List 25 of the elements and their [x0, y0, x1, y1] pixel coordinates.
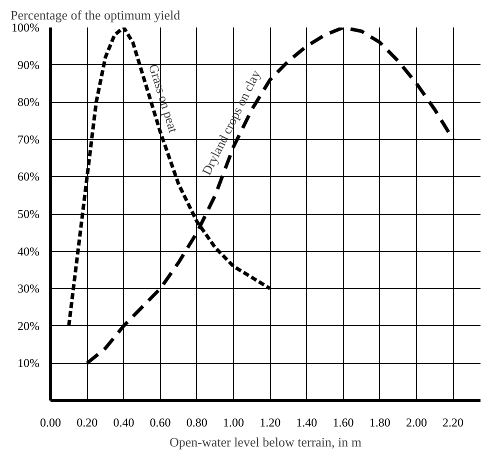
y-tick-label: 80%	[18, 95, 40, 110]
x-tick-label: 1.00	[222, 416, 244, 430]
y-tick-label: 30%	[18, 282, 40, 296]
x-tick-label: 1.40	[296, 416, 318, 430]
y-tick-label: 50%	[18, 207, 40, 221]
x-axis-title: Open-water level below terrain, in m	[169, 434, 362, 450]
x-tick-label: 1.80	[369, 416, 390, 430]
y-axis-title: Percentage of the optimum yield	[10, 8, 181, 22]
x-tick-label: 1.60	[332, 416, 354, 430]
x-tick-label: 0.20	[76, 416, 98, 430]
y-tick-label: 90%	[18, 58, 40, 72]
x-tick-label: 0.40	[113, 416, 134, 430]
x-tick-label: 0.00	[40, 416, 61, 430]
x-tick-label: 2.00	[406, 416, 427, 430]
y-tick-label: 60%	[18, 170, 40, 184]
y-tick-label: 70%	[18, 132, 40, 146]
text: Grass on peat	[146, 62, 182, 135]
y-tick-label: 100%	[12, 20, 40, 34]
y-tick-label: 40%	[18, 244, 40, 258]
x-tick-label: 0.80	[186, 416, 208, 430]
x-tick-label: 1.20	[260, 416, 281, 430]
y-tick-label: 20%	[18, 318, 40, 333]
y-tick-label: 10%	[18, 356, 40, 370]
x-tick-label: 0.60	[150, 416, 171, 430]
x-tick-label: 2.20	[442, 416, 464, 430]
